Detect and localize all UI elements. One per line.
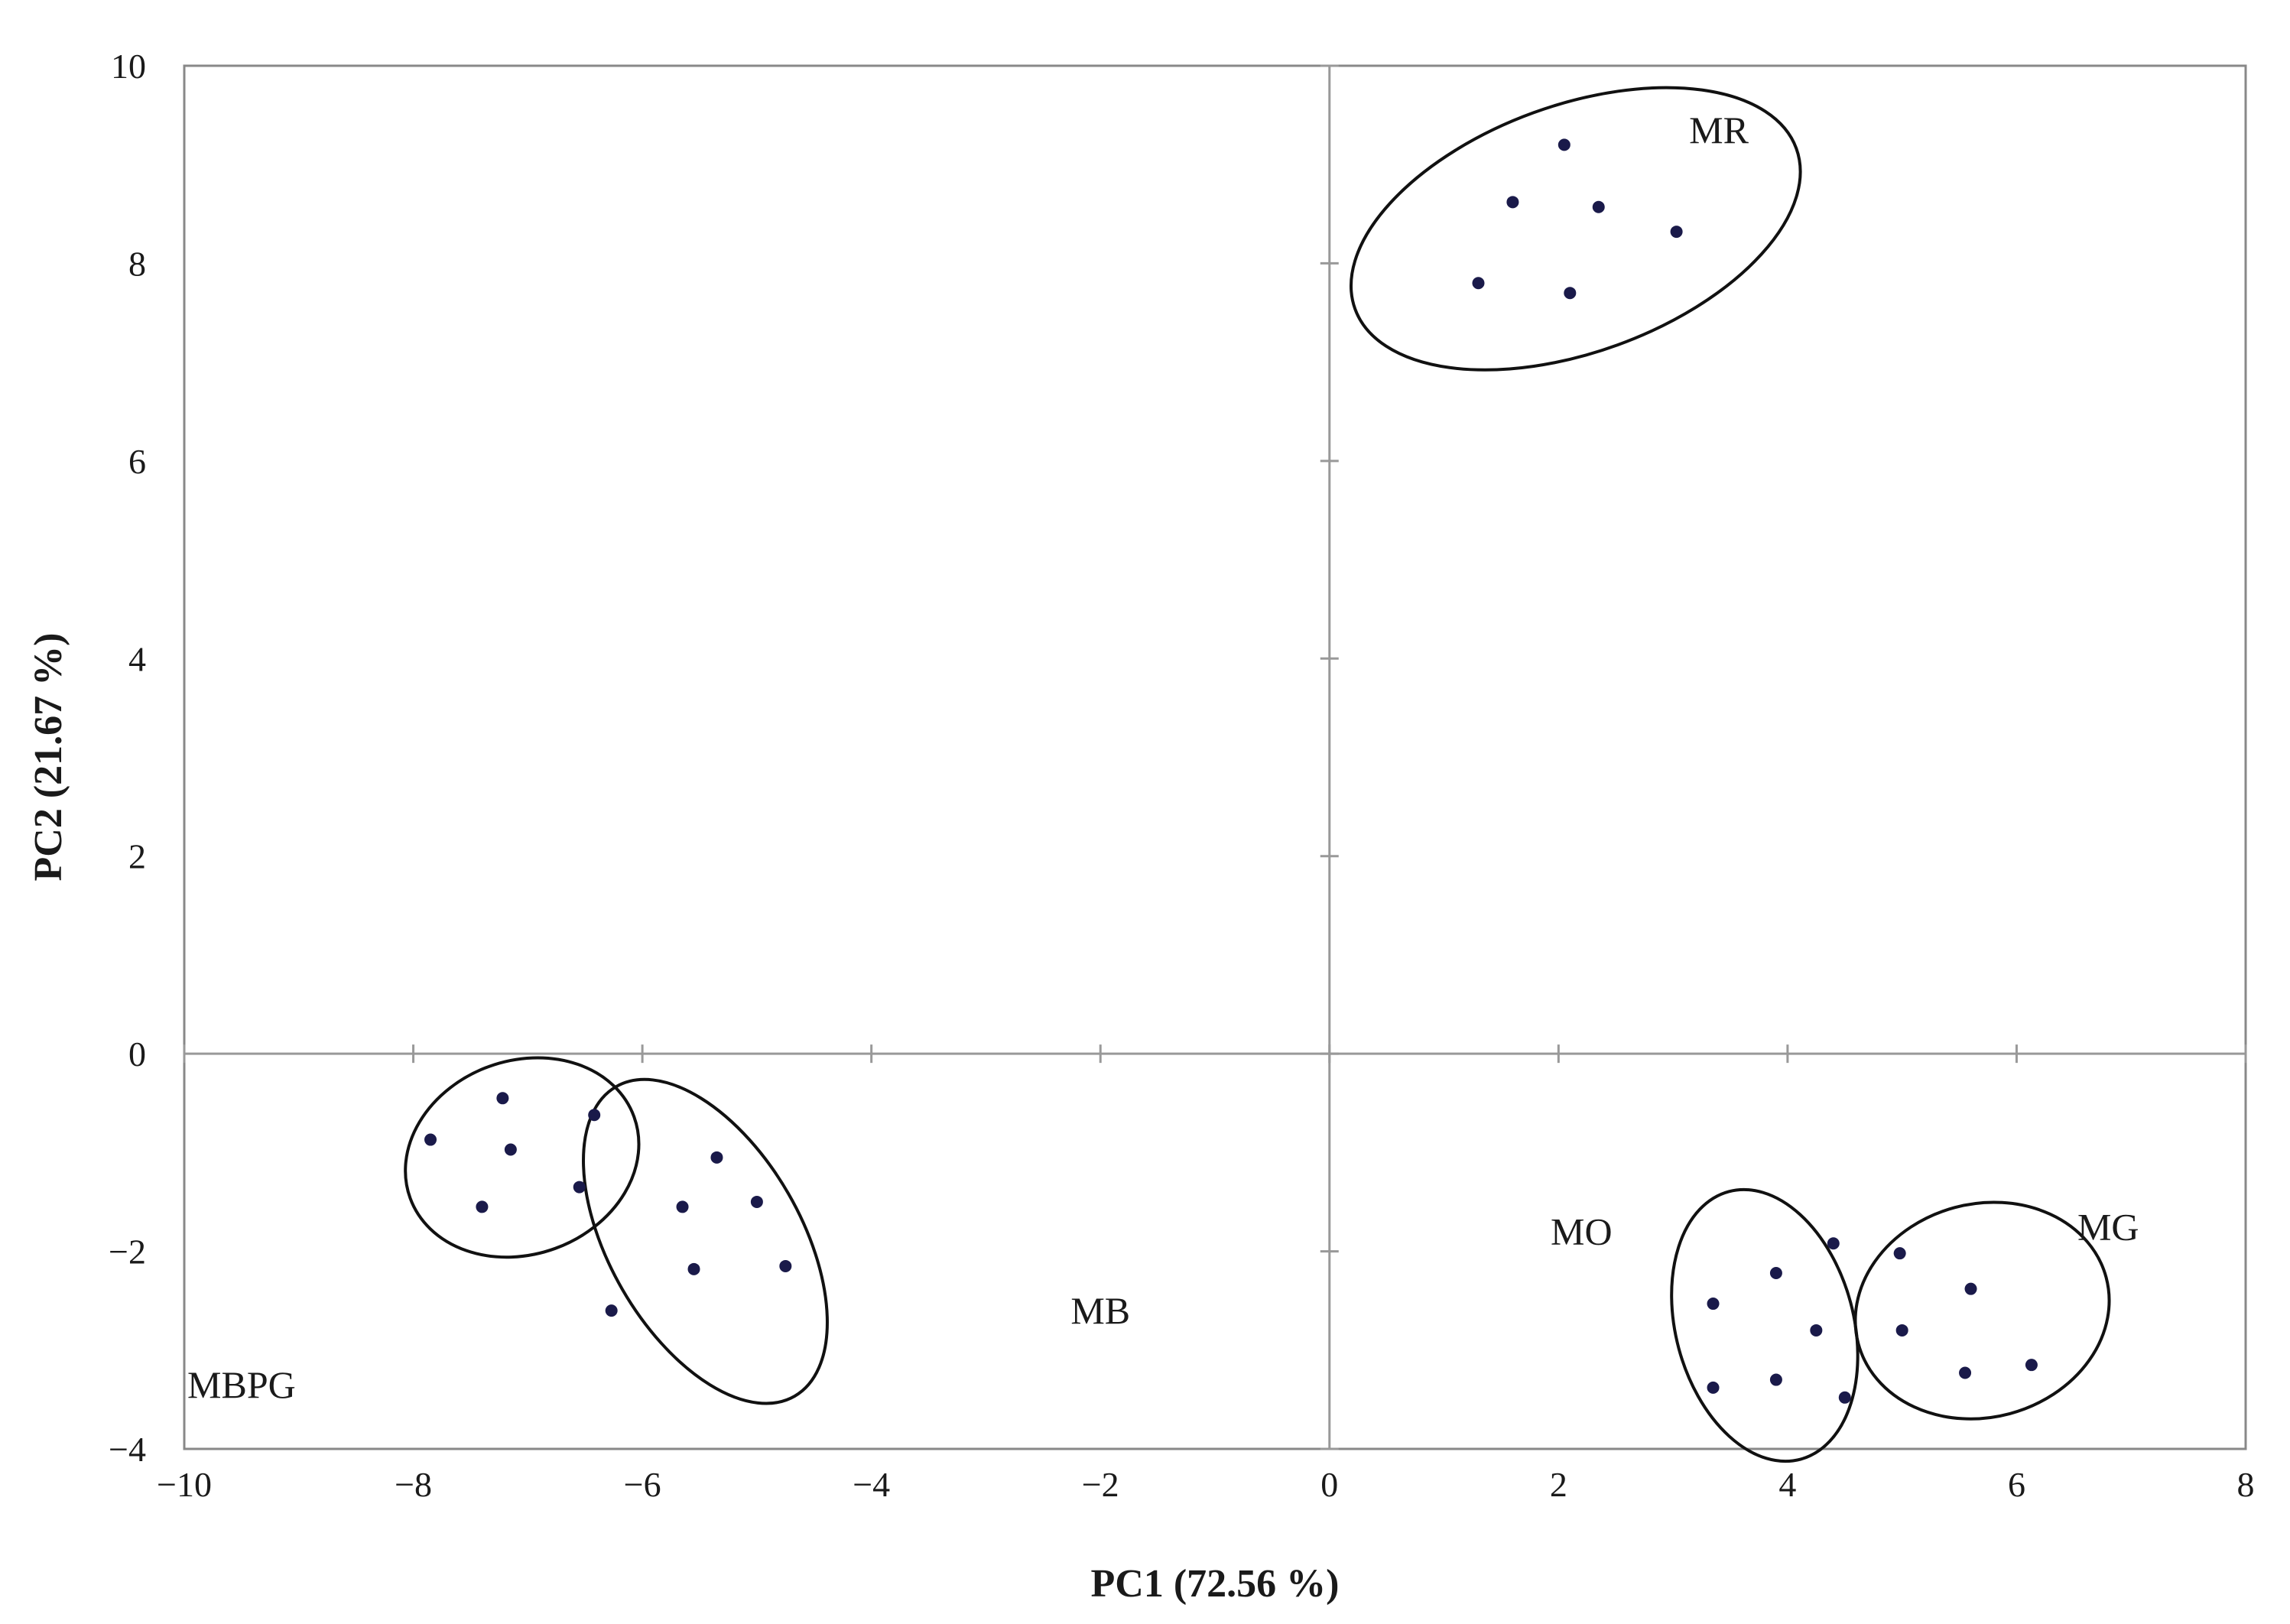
data-point	[1893, 1247, 1906, 1260]
y-tick-label: −2	[109, 1233, 146, 1272]
x-tick-label: 6	[2008, 1465, 2025, 1504]
data-point	[750, 1195, 763, 1208]
data-point	[476, 1200, 489, 1213]
x-tick-label: 4	[1778, 1465, 1796, 1504]
data-point	[687, 1262, 700, 1275]
data-point	[1838, 1391, 1851, 1404]
y-tick-label: 4	[128, 639, 146, 678]
group-label: MB	[1070, 1289, 1130, 1332]
data-point	[1895, 1324, 1908, 1337]
data-point	[710, 1151, 723, 1164]
y-axis-title: PC2 (21.67 %)	[27, 633, 70, 882]
x-tick-label: −8	[395, 1465, 432, 1504]
y-tick-label: 10	[111, 47, 146, 86]
group-label: MO	[1551, 1210, 1613, 1253]
plot-frame	[183, 64, 2247, 1450]
data-point	[573, 1181, 586, 1194]
data-point	[2025, 1359, 2038, 1372]
data-point	[1810, 1324, 1823, 1337]
x-tick-label: 8	[2237, 1465, 2255, 1504]
data-point	[779, 1259, 792, 1272]
data-point	[1558, 138, 1571, 151]
data-point	[1506, 196, 1519, 209]
data-point	[424, 1133, 437, 1146]
data-point	[1959, 1366, 1972, 1379]
data-point	[605, 1304, 618, 1317]
x-tick-label: −6	[624, 1465, 661, 1504]
cluster-ellipse	[1670, 1187, 1860, 1463]
y-tick-label: 8	[128, 244, 146, 283]
x-tick-label: −2	[1082, 1465, 1119, 1504]
data-point	[1707, 1381, 1720, 1394]
cluster-ellipse	[404, 1056, 641, 1259]
data-point	[1472, 277, 1485, 290]
data-point	[1769, 1373, 1782, 1386]
data-point	[1564, 287, 1577, 300]
x-tick-label: 0	[1320, 1465, 1338, 1504]
x-tick-label: −4	[853, 1465, 890, 1504]
y-tick-label: −4	[109, 1430, 146, 1469]
data-point	[504, 1143, 517, 1156]
data-point	[1964, 1282, 1977, 1295]
x-tick-label: 2	[1550, 1465, 1567, 1504]
group-label: MG	[2077, 1205, 2139, 1248]
data-point	[1827, 1237, 1840, 1250]
data-point	[676, 1200, 689, 1213]
group-label: MR	[1689, 109, 1749, 151]
data-point	[1769, 1266, 1782, 1279]
data-point	[1592, 200, 1605, 213]
y-tick-label: 0	[128, 1034, 146, 1073]
group-label: MBPG	[187, 1363, 296, 1406]
cluster-ellipse	[1350, 86, 1802, 372]
y-tick-label: 2	[128, 837, 146, 876]
data-point	[496, 1092, 509, 1105]
data-point	[588, 1109, 601, 1122]
x-axis-title: PC1 (72.56 %)	[1091, 1562, 1340, 1606]
data-point	[1707, 1298, 1720, 1311]
cluster-ellipse	[582, 1077, 829, 1405]
cluster-ellipse	[1853, 1200, 2111, 1421]
y-tick-label: 6	[128, 442, 146, 481]
x-tick-label: −10	[157, 1465, 212, 1504]
data-point	[1670, 226, 1683, 239]
